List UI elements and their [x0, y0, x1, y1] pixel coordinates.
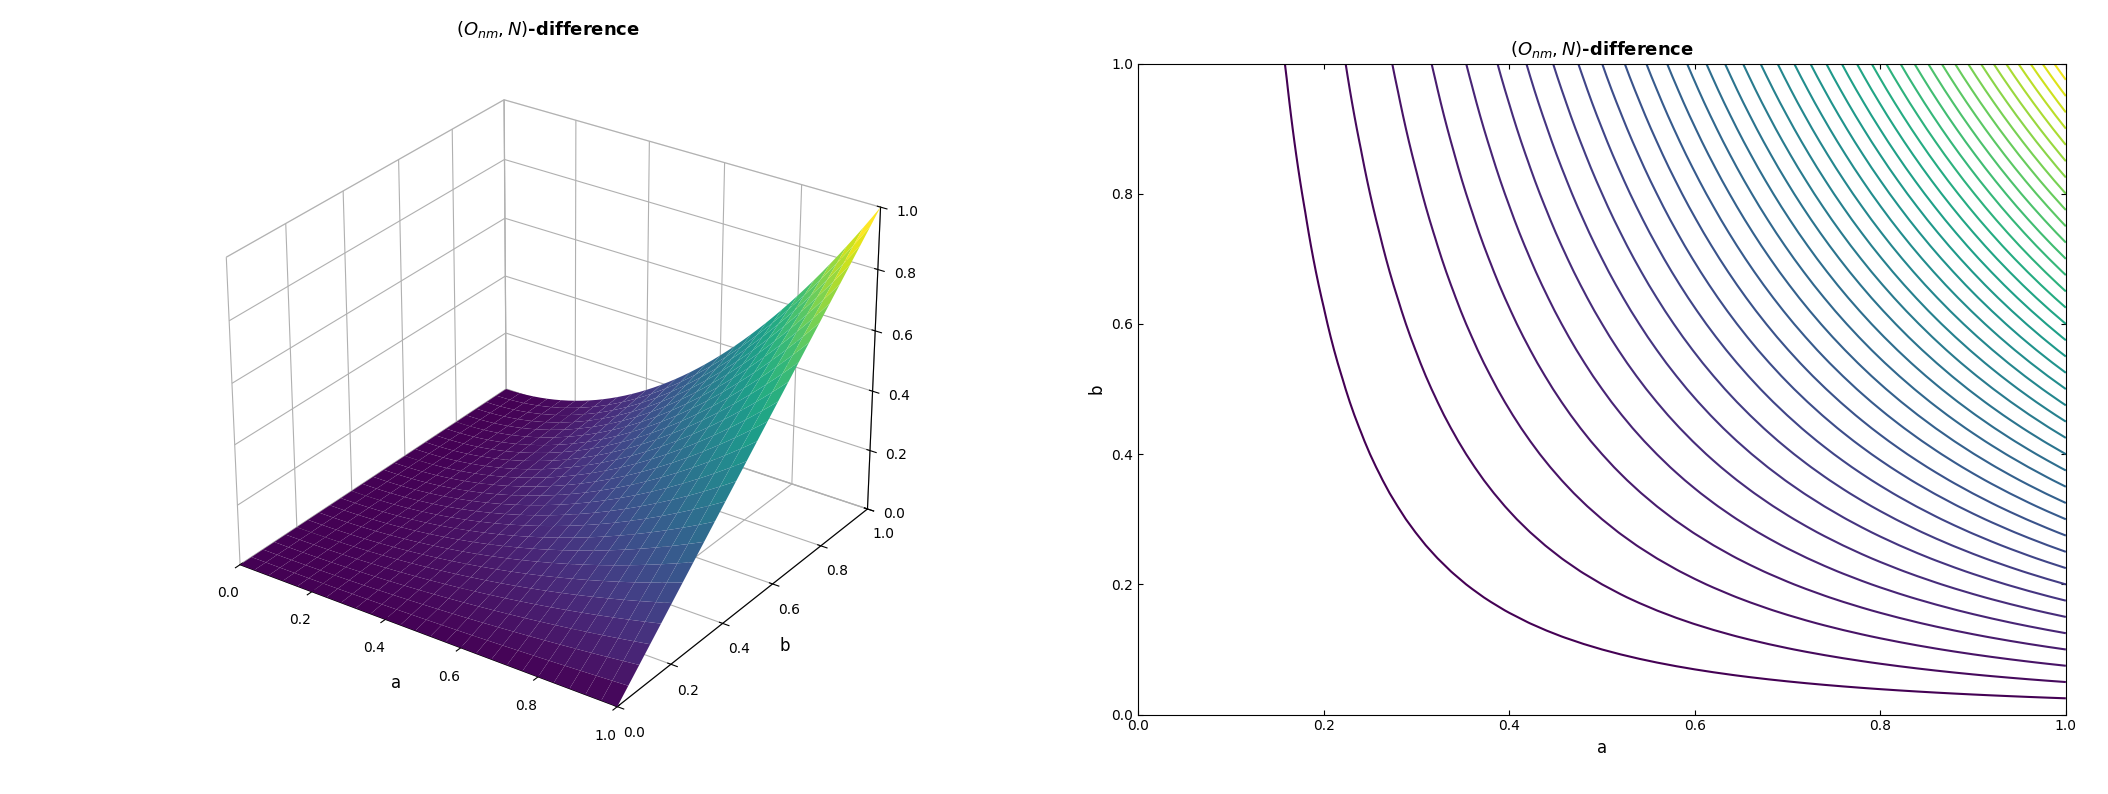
Y-axis label: b: b: [780, 637, 790, 655]
X-axis label: a: a: [1598, 739, 1606, 757]
Title: $(O_{nm},N)$-difference: $(O_{nm},N)$-difference: [455, 19, 641, 40]
Y-axis label: b: b: [1088, 384, 1107, 395]
X-axis label: a: a: [390, 673, 401, 692]
Title: $(O_{nm},N)$-difference: $(O_{nm},N)$-difference: [1509, 39, 1695, 60]
